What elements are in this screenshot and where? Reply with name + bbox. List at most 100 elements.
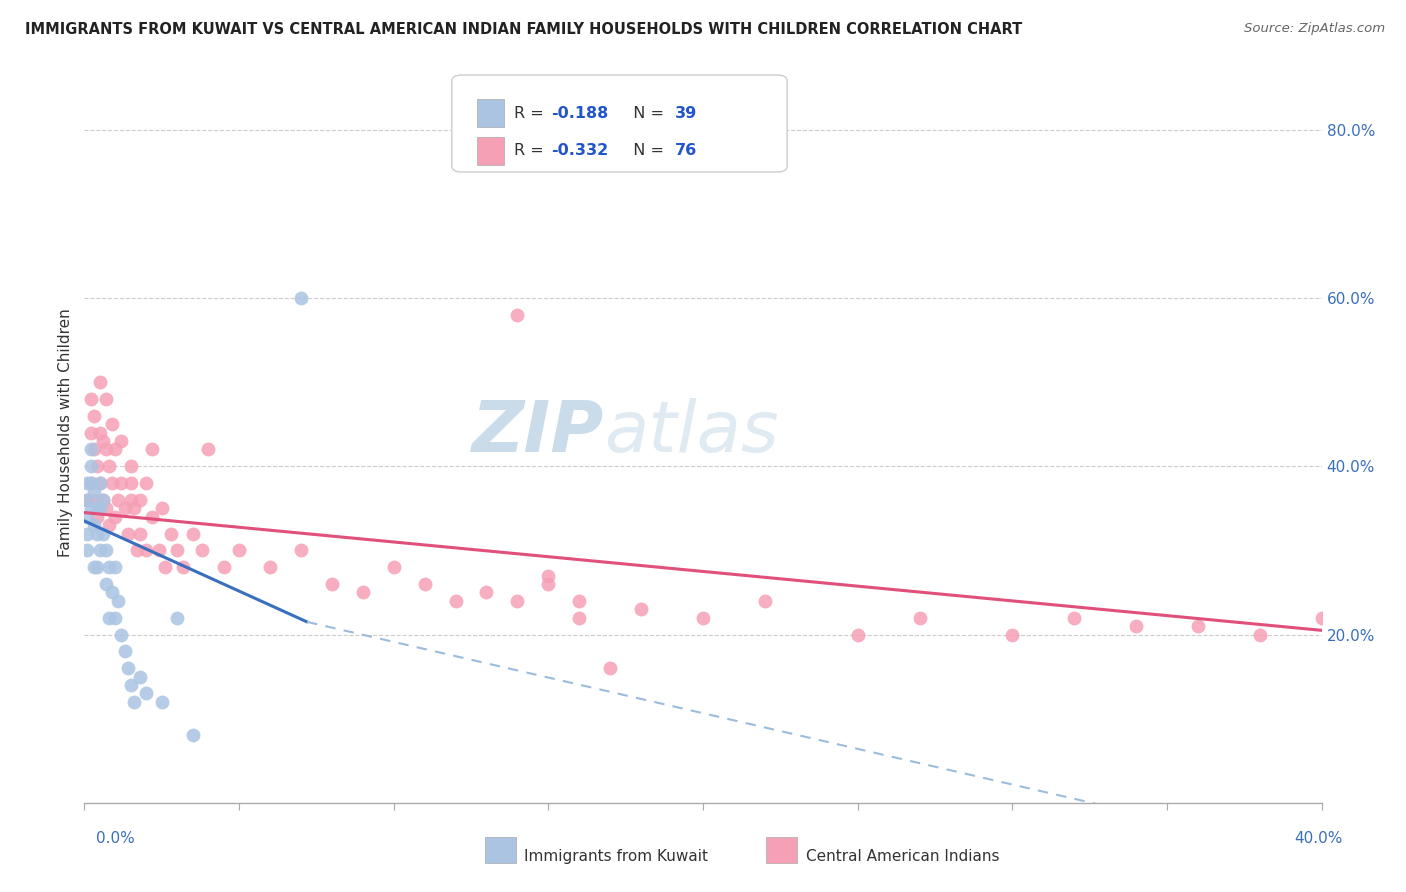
Point: [413, 577, 436, 591]
Point: [83, 442, 105, 457]
Point: [79, 476, 101, 491]
Point: [101, 417, 124, 432]
Point: [98, 459, 121, 474]
Bar: [477, 99, 503, 128]
Text: atlas: atlas: [605, 398, 779, 467]
Point: [86, 501, 108, 516]
Point: [83, 484, 105, 499]
Point: [382, 560, 405, 574]
Point: [122, 695, 145, 709]
Text: -0.188: -0.188: [551, 106, 607, 120]
Point: [197, 442, 219, 457]
Point: [79, 425, 101, 440]
Point: [101, 476, 124, 491]
Point: [125, 543, 148, 558]
Point: [86, 560, 108, 574]
Point: [1125, 619, 1147, 633]
Point: [692, 610, 714, 624]
Point: [150, 695, 173, 709]
Text: 40.0%: 40.0%: [1295, 831, 1343, 847]
Point: [160, 526, 183, 541]
Point: [117, 661, 139, 675]
Point: [94, 577, 117, 591]
Text: 39: 39: [675, 106, 697, 120]
Point: [79, 392, 101, 406]
Point: [352, 585, 374, 599]
Point: [76, 476, 98, 491]
Point: [148, 543, 170, 558]
Point: [259, 560, 281, 574]
Point: [599, 661, 621, 675]
Point: [83, 492, 105, 507]
Point: [76, 543, 98, 558]
Point: [166, 543, 188, 558]
Point: [98, 518, 121, 533]
Point: [506, 308, 529, 322]
Point: [104, 442, 127, 457]
Point: [79, 476, 101, 491]
Point: [86, 509, 108, 524]
Point: [181, 729, 204, 743]
Text: Immigrants from Kuwait: Immigrants from Kuwait: [524, 849, 709, 864]
Point: [91, 492, 114, 507]
Point: [537, 568, 560, 582]
Point: [91, 434, 114, 448]
Point: [135, 543, 157, 558]
Point: [537, 577, 560, 591]
Point: [1187, 619, 1209, 633]
Point: [181, 526, 204, 541]
Point: [98, 560, 121, 574]
Point: [110, 434, 132, 448]
Point: [79, 459, 101, 474]
Point: [135, 476, 157, 491]
Point: [120, 459, 142, 474]
Point: [135, 686, 157, 700]
Point: [86, 459, 108, 474]
Point: [321, 577, 343, 591]
Text: R =: R =: [513, 144, 548, 158]
Point: [908, 610, 931, 624]
Text: N =: N =: [623, 144, 669, 158]
Point: [89, 501, 111, 516]
Point: [110, 627, 132, 641]
Point: [191, 543, 214, 558]
Point: [150, 501, 173, 516]
Point: [568, 594, 591, 608]
Text: Source: ZipAtlas.com: Source: ZipAtlas.com: [1244, 22, 1385, 36]
Point: [83, 518, 105, 533]
Text: N =: N =: [623, 106, 669, 120]
Point: [76, 492, 98, 507]
Point: [76, 526, 98, 541]
Text: Central American Indians: Central American Indians: [806, 849, 1000, 864]
Point: [129, 492, 152, 507]
Point: [104, 560, 127, 574]
Point: [1310, 610, 1333, 624]
Point: [89, 476, 111, 491]
Point: [120, 492, 142, 507]
Point: [568, 610, 591, 624]
Point: [172, 560, 194, 574]
Point: [86, 526, 108, 541]
Point: [110, 476, 132, 491]
Point: [120, 476, 142, 491]
Text: 0.0%: 0.0%: [96, 831, 135, 847]
Point: [94, 543, 117, 558]
Point: [117, 526, 139, 541]
Point: [101, 585, 124, 599]
Point: [228, 543, 250, 558]
Point: [89, 476, 111, 491]
Point: [79, 442, 101, 457]
Point: [107, 594, 129, 608]
Point: [114, 644, 136, 658]
Point: [89, 375, 111, 389]
Point: [94, 442, 117, 457]
Point: [1249, 627, 1271, 641]
Point: [290, 543, 312, 558]
Point: [1063, 610, 1085, 624]
Point: [107, 492, 129, 507]
Point: [94, 501, 117, 516]
Point: [120, 678, 142, 692]
Point: [91, 526, 114, 541]
Point: [846, 627, 869, 641]
Point: [153, 560, 176, 574]
